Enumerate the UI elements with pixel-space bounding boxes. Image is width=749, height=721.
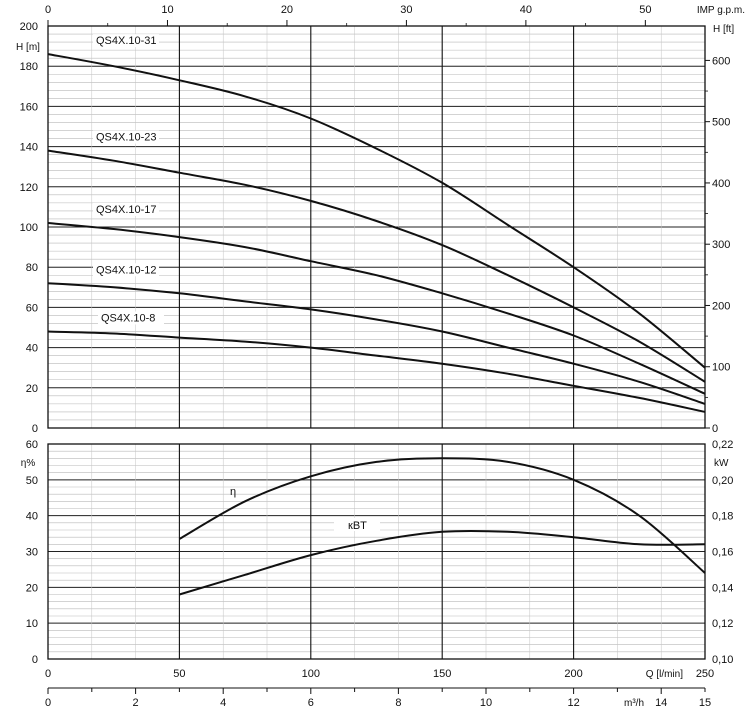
series-label: QS4X.10-31 [96,35,157,47]
series-label: QS4X.10-17 [96,204,157,216]
top-tick-label: 50 [639,4,651,16]
series-line-qs4x-10-17 [47,222,706,395]
series-label: QS4X.10-12 [96,264,157,276]
series-line-qs4x-10-8 [47,330,706,413]
series-label-bg [93,34,159,48]
top-tick-label: 10 [161,4,173,16]
top-axis-label: IMP g.p.m. [697,5,745,16]
y-tick-label: 120 [20,182,38,194]
m3h-axis-label: m³/h [624,698,644,709]
series-line-power [179,529,706,596]
y2-axis-label: kW [714,458,729,469]
y2-tick-label: 0,16 [712,547,733,559]
m3h-tick-label: 4 [220,697,226,709]
y-tick-label: 160 [20,101,38,113]
m3h-tick-label: 6 [308,697,314,709]
m3h-tick-label: 15 [699,697,711,709]
y-tick-label: 180 [20,61,38,73]
x-tick-label: 150 [433,668,451,680]
top-tick-label: 20 [281,4,293,16]
series-line-qs4x-10-12 [47,282,706,405]
y-axis-label: η% [21,458,36,469]
y2-tick-label: 200 [712,300,730,312]
series-line-qs4x-10-23 [47,149,706,383]
m3h-tick-label: 8 [395,697,401,709]
y2-tick-label: 0,12 [712,618,733,630]
y-tick-label: 140 [20,142,38,154]
y-tick-label: 80 [26,262,38,274]
y2-tick-label: 400 [712,178,730,190]
m3h-tick-label: 0 [45,697,51,709]
y-tick-label: 200 [20,21,38,33]
m3h-tick-label: 14 [655,697,667,709]
series-label: QS4X.10-23 [96,132,157,144]
y-axis-label: H [m] [16,42,40,53]
series-label: QS4X.10-8 [101,313,155,325]
y-tick-label: 40 [26,343,38,355]
x-tick-label: 200 [564,668,582,680]
x-tick-label: 50 [173,668,185,680]
m3h-tick-label: 2 [133,697,139,709]
top-tick-label: 0 [45,4,51,16]
y-tick-label: 50 [26,475,38,487]
series-label-bg [334,518,380,531]
y2-tick-label: 0,14 [712,582,733,594]
y-tick-label: 60 [26,302,38,314]
x-tick-label: 100 [302,668,320,680]
series-line-qs4x-10-31 [47,53,706,369]
y-tick-label: 30 [26,547,38,559]
m3h-tick-label: 12 [567,697,579,709]
series-line-efficiency [178,457,706,574]
y2-tick-label: 500 [712,117,730,129]
y2-tick-label: 0,20 [712,475,733,487]
y2-tick-label: 0,22 [712,439,733,451]
lower-plot-frame [47,443,706,660]
series-label-bg [93,202,159,216]
y2-tick-label: 300 [712,239,730,251]
y2-tick-label: 100 [712,362,730,374]
y-tick-label: 0 [32,423,38,435]
top-tick-label: 40 [520,4,532,16]
series-label-bg [98,311,164,325]
y2-tick-label: 0 [712,423,718,435]
series-label: кBT [348,520,367,532]
y2-tick-label: 0,10 [712,654,733,666]
y2-tick-label: 600 [712,55,730,67]
y2-axis-label: H [ft] [713,24,734,35]
series-label: η [230,486,236,498]
top-tick-label: 30 [400,4,412,16]
y-tick-label: 0 [32,654,38,666]
x-tick-label: 0 [45,668,51,680]
y-tick-label: 20 [26,383,38,395]
x-axis-label: Q [l/min] [646,669,683,680]
y2-tick-label: 0,18 [712,511,733,523]
series-label-bg [93,130,159,144]
y-tick-label: 60 [26,439,38,451]
y-tick-label: 10 [26,618,38,630]
y-tick-label: 40 [26,511,38,523]
upper-plot-frame [47,25,706,429]
series-label-bg [93,263,159,277]
x-tick-label: 250 [696,668,714,680]
y-tick-label: 20 [26,582,38,594]
m3h-tick-label: 10 [480,697,492,709]
y-tick-label: 100 [20,222,38,234]
